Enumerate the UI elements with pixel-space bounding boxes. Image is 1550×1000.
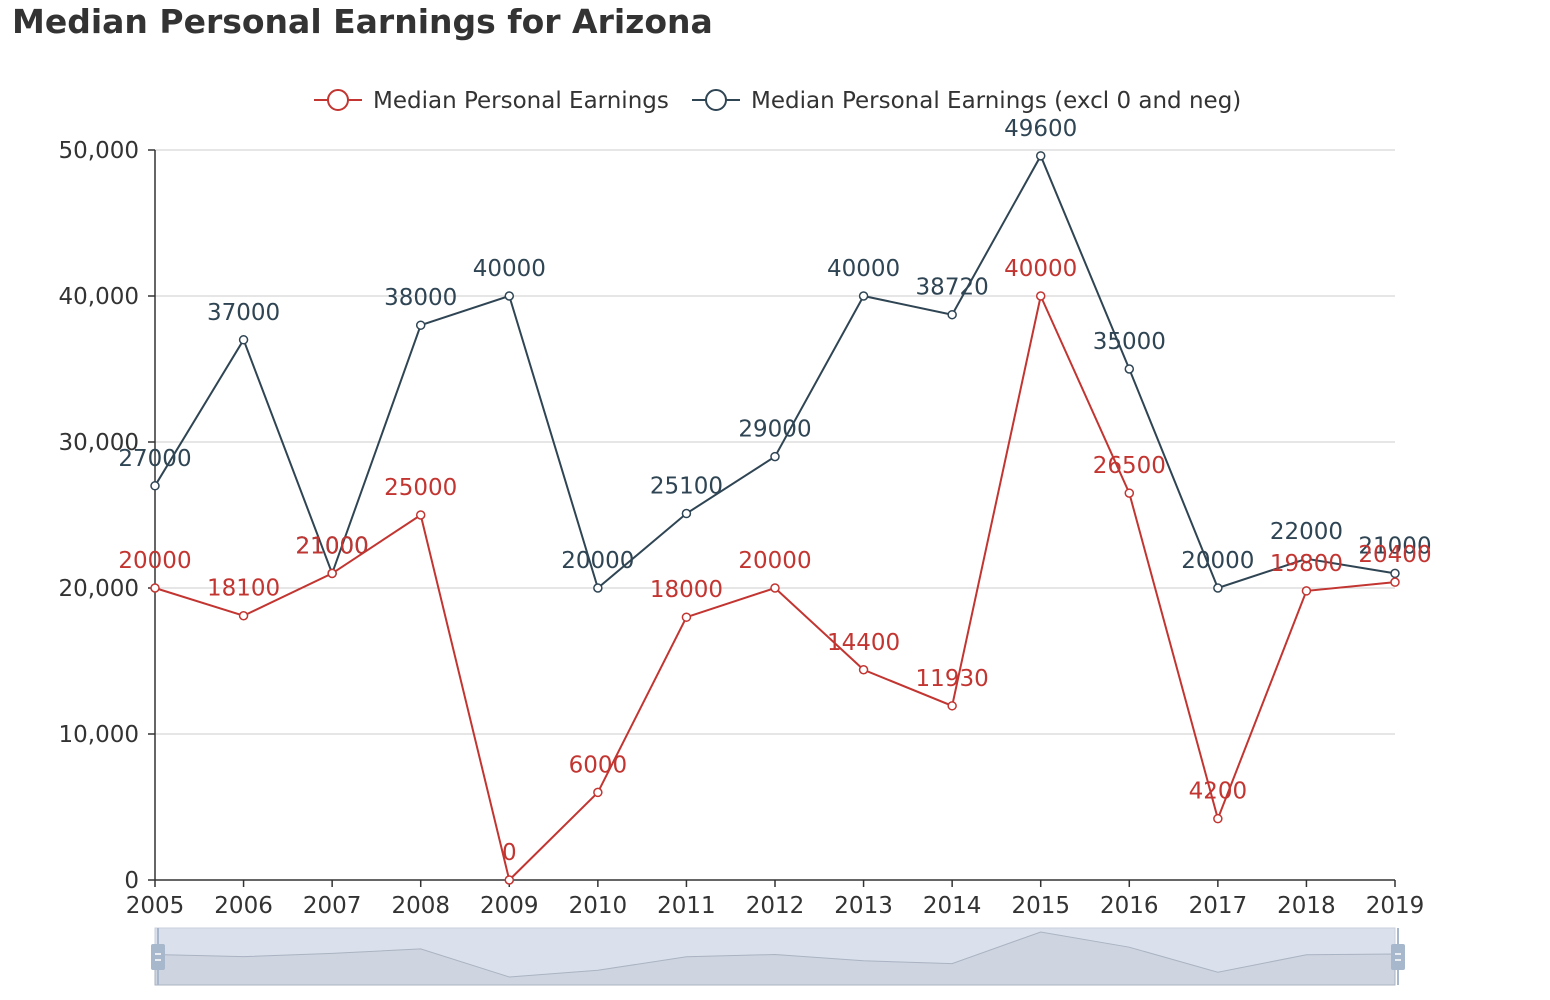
data-point[interactable] <box>858 665 869 675</box>
data-point[interactable] <box>238 335 249 345</box>
data-label: 27000 <box>118 446 191 472</box>
x-tick-label: 2015 <box>1011 893 1070 919</box>
y-tick-label: 30,000 <box>59 430 139 456</box>
data-point[interactable] <box>415 510 426 520</box>
data-point[interactable] <box>327 568 337 579</box>
legend-item[interactable]: Median Personal Earnings <box>314 88 669 114</box>
data-label: 20000 <box>1181 548 1254 574</box>
data-point[interactable] <box>415 320 426 330</box>
data-label: 38000 <box>384 285 457 311</box>
data-label: 25000 <box>384 475 457 501</box>
data-label: 35000 <box>1093 329 1166 355</box>
data-point[interactable] <box>1301 586 1312 596</box>
zoom-preview-area <box>154 931 1396 986</box>
data-point[interactable] <box>947 701 957 711</box>
data-point[interactable] <box>593 583 603 593</box>
data-point[interactable] <box>1301 554 1312 564</box>
data-point[interactable] <box>1213 583 1223 593</box>
data-label: 49600 <box>1004 116 1077 142</box>
data-label: 18100 <box>207 576 280 602</box>
data-label: 29000 <box>738 417 811 443</box>
x-tick-label: 2011 <box>657 893 716 919</box>
legend-label: Median Personal Earnings <box>373 88 669 114</box>
data-point[interactable] <box>1124 364 1135 374</box>
x-tick-label: 2005 <box>126 893 185 919</box>
data-point[interactable] <box>1035 291 1046 301</box>
x-tick-label: 2012 <box>746 893 805 919</box>
data-point[interactable] <box>947 309 957 320</box>
data-point[interactable] <box>770 583 780 593</box>
data-point[interactable] <box>504 291 515 301</box>
data-label: 40000 <box>473 256 546 282</box>
data-label: 26500 <box>1093 453 1166 479</box>
x-tick-label: 2014 <box>923 893 982 919</box>
data-zoom-slider[interactable] <box>151 927 1405 986</box>
data-label: 37000 <box>207 300 280 326</box>
data-point[interactable] <box>593 787 603 798</box>
y-tick-label: 0 <box>124 868 139 894</box>
data-point[interactable] <box>1213 813 1223 824</box>
series-lines <box>150 151 1400 885</box>
data-point[interactable] <box>150 481 160 491</box>
x-tick-label: 2009 <box>480 893 539 919</box>
data-label: 20000 <box>118 548 191 574</box>
data-label: 6000 <box>569 752 628 778</box>
y-tick-label: 20,000 <box>59 576 139 602</box>
data-point[interactable] <box>858 291 869 301</box>
data-point[interactable] <box>1390 568 1400 579</box>
chart-title: Median Personal Earnings for Arizona <box>12 2 713 41</box>
x-tick-label: 2013 <box>834 893 893 919</box>
data-label: 18000 <box>650 577 723 603</box>
data-labels: 27000 37000 21000 38000 40000 20000 25100 29000… <box>118 116 1431 866</box>
zoom-handle-grip-icon <box>1391 944 1405 970</box>
data-point[interactable] <box>770 451 780 462</box>
y-tick-label: 10,000 <box>59 722 139 748</box>
data-label: 20000 <box>738 548 811 574</box>
data-label: 20000 <box>561 548 634 574</box>
data-point[interactable] <box>504 875 515 885</box>
x-tick-label: 2007 <box>303 893 362 919</box>
data-label: 21000 <box>296 533 369 559</box>
axes: 0 10,000 20,000 30,000 40,000 50,000 2005 2006 2… <box>59 138 1425 919</box>
legend[interactable]: Median Personal Earnings Median Personal … <box>314 88 1241 114</box>
data-point[interactable] <box>150 583 160 593</box>
x-tick-label: 2017 <box>1189 893 1248 919</box>
data-label: 40000 <box>1004 256 1077 282</box>
data-point[interactable] <box>1035 151 1046 161</box>
x-tick-label: 2019 <box>1366 893 1425 919</box>
legend-marker-icon <box>705 89 727 111</box>
x-tick-label: 2008 <box>391 893 450 919</box>
data-label: 0 <box>502 840 517 866</box>
data-label: 25100 <box>650 474 723 500</box>
data-label: 22000 <box>1270 519 1343 545</box>
zoom-handle-grip-icon <box>151 944 165 970</box>
legend-marker-icon <box>327 89 349 111</box>
zoom-handle[interactable] <box>1391 928 1405 985</box>
y-tick-label: 50,000 <box>59 138 139 164</box>
zoom-handle[interactable] <box>151 928 165 985</box>
data-point[interactable] <box>1124 488 1135 498</box>
x-tick-label: 2016 <box>1100 893 1159 919</box>
data-label: 11930 <box>916 666 989 692</box>
series-line <box>154 153 1396 590</box>
data-label: 38720 <box>916 275 989 301</box>
data-label: 21000 <box>296 533 369 559</box>
data-label: 4200 <box>1189 779 1248 805</box>
x-tick-label: 2018 <box>1277 893 1336 919</box>
data-label: 14400 <box>827 630 900 656</box>
data-label: 20400 <box>1358 542 1431 568</box>
data-point[interactable] <box>681 508 692 519</box>
legend-item[interactable]: Median Personal Earnings (excl 0 and neg… <box>692 88 1241 114</box>
x-tick-label: 2010 <box>569 893 628 919</box>
data-point[interactable] <box>1390 577 1400 587</box>
legend-label: Median Personal Earnings (excl 0 and neg… <box>751 88 1241 114</box>
data-label: 19800 <box>1270 551 1343 577</box>
y-tick-label: 40,000 <box>59 284 139 310</box>
x-tick-label: 2006 <box>214 893 273 919</box>
data-label: 21000 <box>1358 533 1431 559</box>
data-point[interactable] <box>681 612 692 622</box>
data-point[interactable] <box>238 610 249 621</box>
data-label: 40000 <box>827 256 900 282</box>
